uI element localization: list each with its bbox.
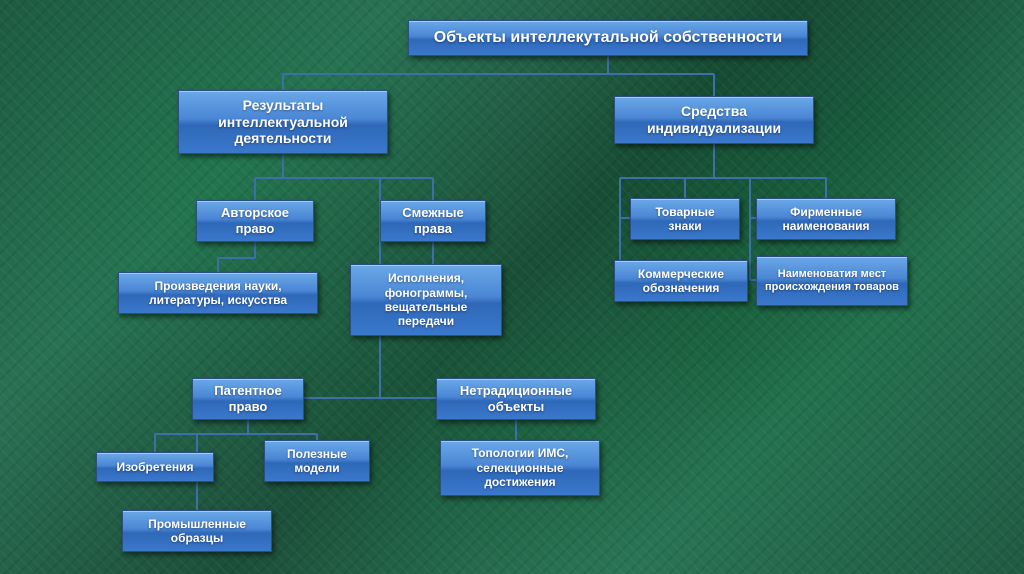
- node-nontraditional: Нетрадиционные объекты: [436, 378, 596, 420]
- node-copyright: Авторское право: [196, 200, 314, 242]
- node-firm-names: Фирменные наименования: [756, 198, 896, 240]
- node-topology: Топологии ИМС, селекционные достижения: [440, 440, 600, 496]
- node-performances: Исполнения, фонограммы, вещательные пере…: [350, 264, 502, 336]
- node-patent-law: Патентное право: [192, 378, 304, 420]
- node-commercial-designations: Коммерческие обозначения: [614, 260, 748, 302]
- node-origin-designations: Наименоватия мест происхождения товаров: [756, 256, 908, 306]
- node-means: Средства индивидуализации: [614, 96, 814, 144]
- node-works: Произведения науки, литературы, искусств…: [118, 272, 318, 314]
- node-trademarks: Товарные знаки: [630, 198, 740, 240]
- node-useful-models: Полезные модели: [264, 440, 370, 482]
- node-root: Объекты интеллекутальной собственности: [408, 20, 808, 56]
- node-inventions: Изобретения: [96, 452, 214, 482]
- node-related-rights: Смежные права: [380, 200, 486, 242]
- node-industrial-designs: Промышленные образцы: [122, 510, 272, 552]
- node-results: Результаты интеллектуальной деятельности: [178, 90, 388, 154]
